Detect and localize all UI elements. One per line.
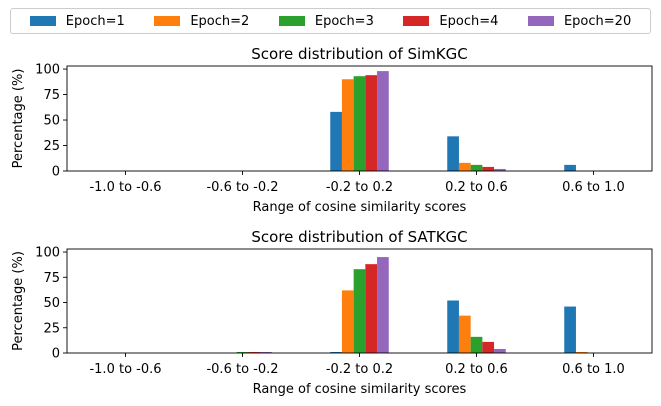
bar — [470, 164, 483, 171]
bar — [447, 136, 459, 171]
x-tick-label: -0.2 to 0.2 — [326, 362, 393, 377]
x-tick-label: -0.6 to -0.2 — [206, 362, 278, 377]
y-tick-label: 100 — [35, 246, 60, 261]
legend-label: Epoch=20 — [563, 13, 632, 29]
bar — [458, 162, 471, 171]
x-tick-label: 0.2 to 0.6 — [445, 180, 508, 195]
x-axis-label: Range of cosine similarity scores — [253, 200, 467, 215]
chart-title: Score distribution of SimKGC — [251, 45, 468, 63]
y-tick-label: 50 — [43, 296, 60, 311]
bar — [575, 351, 588, 353]
chart-title: Score distribution of SATKGC — [251, 228, 467, 246]
bar — [353, 269, 366, 353]
bar — [482, 166, 495, 171]
y-axis-label: Percentage (%) — [11, 69, 26, 169]
bar — [341, 79, 354, 171]
x-tick-label: -0.2 to 0.2 — [326, 180, 393, 195]
y-tick-label: 0 — [52, 347, 60, 362]
bar — [482, 341, 495, 353]
legend-swatch — [403, 16, 430, 26]
legend-swatch — [527, 16, 554, 26]
legend-item: Epoch=2 — [154, 14, 249, 29]
bar — [458, 315, 471, 353]
x-tick-label: 0.2 to 0.6 — [445, 362, 508, 377]
x-tick-label: -1.0 to -0.6 — [89, 362, 161, 377]
bar — [564, 306, 576, 353]
legend: Epoch=1 Epoch=2 Epoch=3 Epoch=4 Epoch=20 — [10, 8, 651, 34]
bar — [377, 257, 389, 353]
y-tick-label: 25 — [43, 321, 60, 336]
legend-swatch — [154, 16, 181, 26]
bar — [341, 290, 354, 353]
x-axis-label: Range of cosine similarity scores — [253, 382, 467, 397]
bar — [447, 300, 459, 353]
legend-item: Epoch=1 — [29, 13, 125, 29]
bar — [248, 351, 261, 353]
bar — [365, 75, 378, 171]
bar — [236, 351, 249, 353]
x-tick-label: 0.6 to 1.0 — [562, 362, 625, 377]
legend-label: Epoch=1 — [65, 13, 125, 29]
legend-label: Epoch=3 — [314, 13, 374, 29]
bar — [353, 76, 366, 171]
legend-swatch — [29, 16, 56, 26]
bar — [494, 168, 506, 171]
bar — [564, 164, 576, 171]
bar — [330, 111, 342, 171]
bar — [365, 264, 378, 353]
y-axis-label: Percentage (%) — [11, 251, 26, 351]
bar — [330, 351, 342, 353]
legend-label: Epoch=4 — [439, 13, 499, 29]
x-tick-label: -1.0 to -0.6 — [89, 180, 161, 195]
y-tick-label: 25 — [43, 139, 60, 154]
y-tick-label: 75 — [43, 271, 60, 286]
y-tick-label: 100 — [35, 63, 60, 78]
y-tick-label: 75 — [43, 88, 60, 103]
legend-label: Epoch=2 — [190, 13, 250, 29]
bar — [470, 336, 483, 353]
y-tick-label: 50 — [43, 114, 60, 129]
x-tick-label: 0.6 to 1.0 — [562, 180, 625, 195]
legend-swatch — [278, 16, 305, 26]
bar — [377, 71, 389, 171]
legend-item: Epoch=4 — [403, 14, 498, 29]
bar — [260, 351, 272, 353]
y-tick-label: 0 — [52, 165, 60, 180]
legend-item: Epoch=3 — [278, 13, 374, 29]
bar — [494, 348, 506, 353]
x-tick-label: -0.6 to -0.2 — [206, 180, 278, 195]
legend-item: Epoch=20 — [527, 13, 632, 29]
